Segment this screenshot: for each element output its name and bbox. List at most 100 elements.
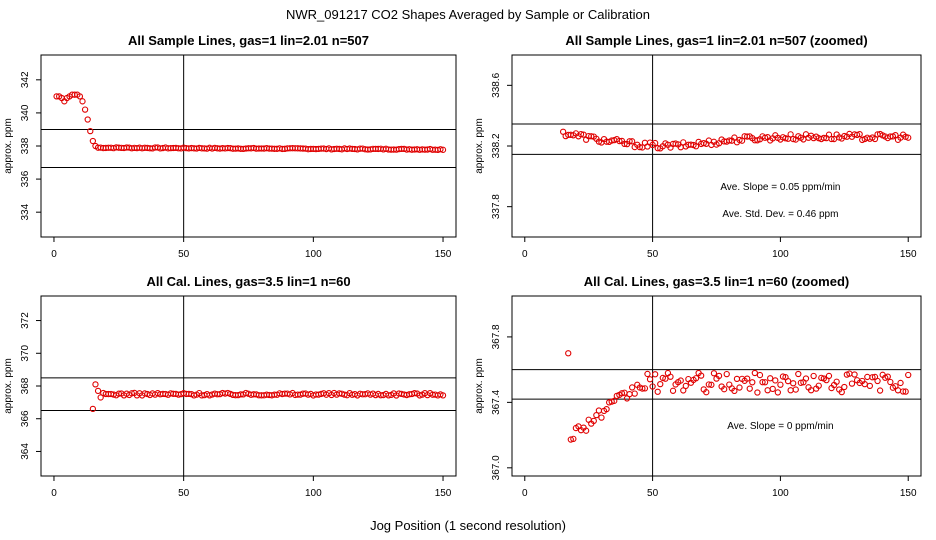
data-point: [570, 435, 577, 443]
data-point: [416, 392, 423, 399]
data-point: [787, 131, 794, 138]
data-point: [790, 135, 797, 143]
x-tick-label: 100: [772, 488, 789, 499]
y-tick-label: 337.8: [491, 194, 502, 219]
data-point: [582, 427, 590, 434]
figure-xlabel: Jog Position (1 second resolution): [370, 518, 566, 533]
plot-frame: [511, 295, 922, 477]
data-point: [603, 405, 610, 413]
annotation: Ave. Slope = 0.05 ppm/min: [720, 182, 840, 193]
data-point: [731, 387, 738, 395]
data-point: [565, 350, 572, 357]
data-point: [626, 390, 633, 398]
data-point: [649, 383, 656, 390]
data-point: [644, 370, 651, 378]
data-point: [652, 371, 659, 378]
data-point: [894, 387, 902, 394]
data-point: [897, 379, 904, 387]
data-point: [749, 379, 756, 386]
data-point: [703, 389, 710, 396]
data-point: [708, 381, 715, 388]
x-tick-label: 150: [435, 249, 452, 260]
panel-title: All Sample Lines, gas=1 lin=2.01 n=507 (…: [565, 33, 867, 48]
data-point: [79, 98, 86, 105]
x-tick-label: 100: [772, 249, 789, 260]
data-point: [593, 411, 600, 419]
data-point: [700, 139, 707, 147]
data-point: [754, 389, 761, 396]
y-tick-label: 370: [20, 344, 31, 361]
data-point: [887, 378, 894, 386]
figure-title: NWR_091217 CO2 Shapes Averaged by Sample…: [286, 7, 650, 22]
data-point: [128, 390, 135, 397]
y-axis-label: approx. ppm: [474, 118, 485, 174]
data-point: [567, 436, 574, 443]
data-point: [841, 132, 848, 140]
data-point: [590, 417, 597, 425]
data-point: [815, 382, 822, 389]
data-point: [89, 137, 97, 145]
y-tick-label: 367.8: [491, 324, 502, 349]
data-point: [818, 374, 825, 381]
y-tick-label: 336: [20, 170, 31, 187]
data-point: [680, 387, 687, 394]
panel-4: All Cal. Lines, gas=3.5 lin=1 n=60 (zoom…: [474, 274, 922, 499]
data-point: [833, 378, 840, 385]
y-tick-label: 367.4: [491, 389, 502, 414]
data-point: [884, 373, 891, 380]
panel-title: All Sample Lines, gas=1 lin=2.01 n=507: [128, 33, 369, 48]
data-point: [733, 375, 741, 383]
data-point: [76, 93, 84, 100]
panel-title: All Cal. Lines, gas=3.5 lin=1 n=60 (zoom…: [584, 274, 850, 289]
data-point: [792, 386, 799, 393]
data-point: [731, 134, 738, 141]
data-point: [851, 371, 858, 378]
panel-1: All Sample Lines, gas=1 lin=2.01 n=507 ap…: [3, 33, 457, 260]
data-point: [439, 392, 447, 399]
data-point: [784, 377, 792, 385]
data-point: [761, 134, 769, 141]
data-point: [825, 372, 833, 380]
data-point: [669, 387, 677, 394]
x-tick-label: 50: [647, 488, 659, 499]
data-point: [899, 388, 907, 395]
data-point: [639, 385, 646, 392]
x-tick-label: 50: [647, 249, 659, 260]
data-point: [721, 386, 728, 393]
data-point: [616, 137, 623, 145]
data-point: [772, 377, 779, 384]
data-point: [631, 390, 638, 397]
data-point: [874, 377, 881, 385]
data-point: [905, 134, 912, 141]
data-point: [682, 382, 689, 390]
y-tick-label: 364: [20, 443, 31, 460]
data-point: [611, 397, 618, 404]
x-tick-label: 150: [900, 488, 917, 499]
data-point: [94, 387, 102, 395]
y-tick-label: 338.6: [491, 72, 502, 97]
data-point: [820, 134, 828, 142]
y-axis-label: approx. ppm: [3, 358, 14, 414]
data-point: [876, 387, 884, 394]
data-point: [902, 388, 909, 395]
data-point: [84, 116, 91, 123]
data-point: [744, 375, 751, 382]
x-tick-label: 0: [51, 488, 57, 499]
y-tick-label: 342: [20, 71, 31, 88]
data-point: [787, 387, 794, 394]
data-point: [628, 138, 636, 145]
data-point: [667, 373, 674, 380]
data-point: [759, 379, 766, 386]
data-point: [626, 138, 633, 145]
panel-3: All Cal. Lines, gas=3.5 lin=1 n=60 approx…: [3, 274, 457, 499]
data-point: [738, 137, 746, 144]
panel-2: All Sample Lines, gas=1 lin=2.01 n=507 (…: [474, 33, 922, 260]
data-point: [89, 405, 97, 413]
data-point: [769, 385, 776, 393]
data-point: [777, 381, 784, 388]
data-point: [736, 384, 743, 391]
annotation: Ave. Std. Dev. = 0.46 ppm: [722, 209, 838, 220]
y-tick-label: 372: [20, 312, 31, 329]
data-point: [641, 385, 649, 392]
plot-frame: [40, 295, 457, 477]
